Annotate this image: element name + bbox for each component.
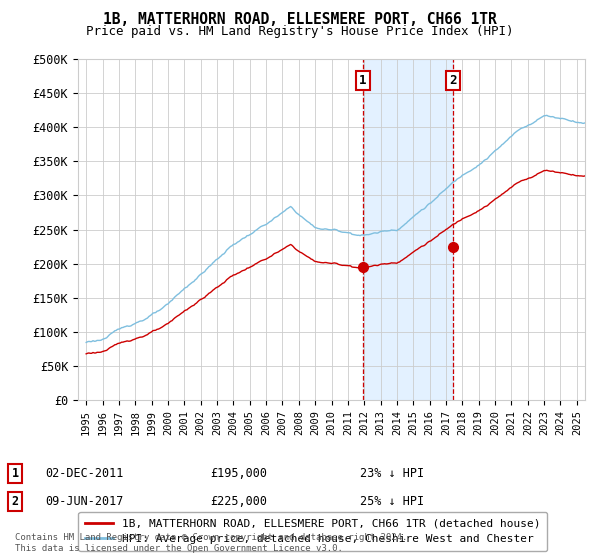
Text: 23% ↓ HPI: 23% ↓ HPI [360, 466, 424, 480]
Text: 09-JUN-2017: 09-JUN-2017 [45, 494, 124, 508]
Text: £225,000: £225,000 [210, 494, 267, 508]
Text: £195,000: £195,000 [210, 466, 267, 480]
Text: 2: 2 [449, 74, 457, 87]
Text: 1B, MATTERHORN ROAD, ELLESMERE PORT, CH66 1TR: 1B, MATTERHORN ROAD, ELLESMERE PORT, CH6… [103, 12, 497, 27]
Text: 2: 2 [11, 494, 19, 508]
Text: 02-DEC-2011: 02-DEC-2011 [45, 466, 124, 480]
Text: Contains HM Land Registry data © Crown copyright and database right 2024.
This d: Contains HM Land Registry data © Crown c… [15, 533, 407, 553]
Legend: 1B, MATTERHORN ROAD, ELLESMERE PORT, CH66 1TR (detached house), HPI: Average pri: 1B, MATTERHORN ROAD, ELLESMERE PORT, CH6… [79, 512, 547, 550]
Text: 1: 1 [359, 74, 367, 87]
Text: 25% ↓ HPI: 25% ↓ HPI [360, 494, 424, 508]
Bar [363, 59, 453, 400]
Text: 1: 1 [11, 466, 19, 480]
Text: Price paid vs. HM Land Registry's House Price Index (HPI): Price paid vs. HM Land Registry's House … [86, 25, 514, 38]
